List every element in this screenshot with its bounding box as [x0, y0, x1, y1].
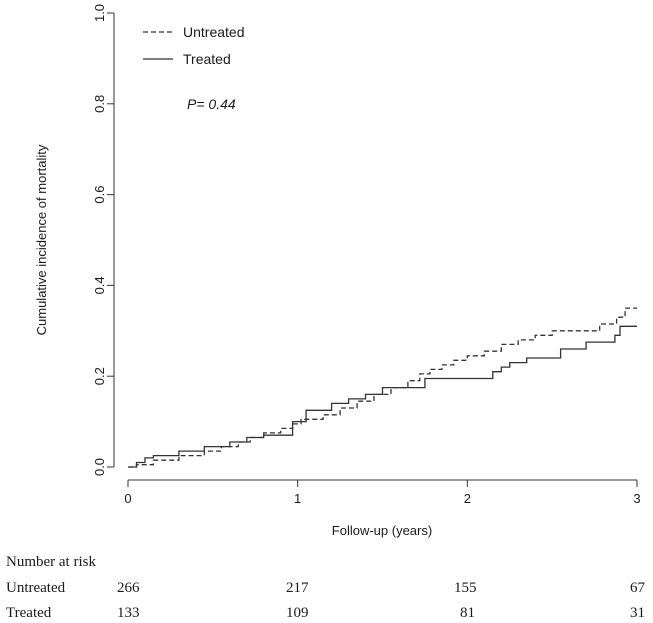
legend-label-treated: Treated — [183, 51, 231, 67]
legend: Untreated Treated — [143, 24, 244, 67]
risk-row-label-treated: Treated — [6, 605, 52, 621]
risk-row-label-untreated: Untreated — [6, 580, 66, 596]
axes: 0 1 2 3 0.0 0.2 0.4 0.6 0.8 1.0 — [92, 4, 641, 506]
y-tick-label: 0.6 — [92, 186, 107, 204]
y-tick-label: 0.2 — [92, 367, 107, 385]
risk-value-untreated-2: 155 — [454, 580, 477, 596]
series-line-treated — [128, 325, 637, 468]
risk-value-treated-3: 31 — [630, 605, 645, 621]
y-tick-label: 0.8 — [92, 95, 107, 113]
x-tick-label: 3 — [633, 491, 640, 506]
x-tick-label: 1 — [294, 491, 301, 506]
y-tick-label: 0.0 — [92, 458, 107, 476]
x-axis-title: Follow-up (years) — [332, 523, 432, 538]
risk-value-treated-1: 109 — [286, 605, 309, 621]
series-layer — [128, 307, 637, 468]
risk-table-title: Number at risk — [6, 554, 96, 570]
cumulative-incidence-chart: 0 1 2 30.00.20.40.60.81.0 UntreatedTreated … — [34, 4, 641, 538]
x-tick-label: 2 — [464, 491, 471, 506]
y-tick-label: 1.0 — [92, 4, 107, 22]
risk-value-untreated-0: 266 — [117, 580, 140, 596]
risk-value-untreated-1: 217 — [286, 580, 309, 596]
legend-label-untreated: Untreated — [183, 24, 244, 40]
y-axis-title: Cumulative incidence of mortality — [34, 144, 49, 335]
risk-value-treated-0: 133 — [117, 605, 140, 621]
risk-value-treated-2: 81 — [460, 605, 475, 621]
y-tick-label: 0.4 — [92, 276, 107, 294]
risk-value-untreated-3: 67 — [630, 580, 645, 596]
x-tick-label: 0 — [124, 491, 131, 506]
p-value-annotation: P= 0.44 — [187, 96, 236, 112]
